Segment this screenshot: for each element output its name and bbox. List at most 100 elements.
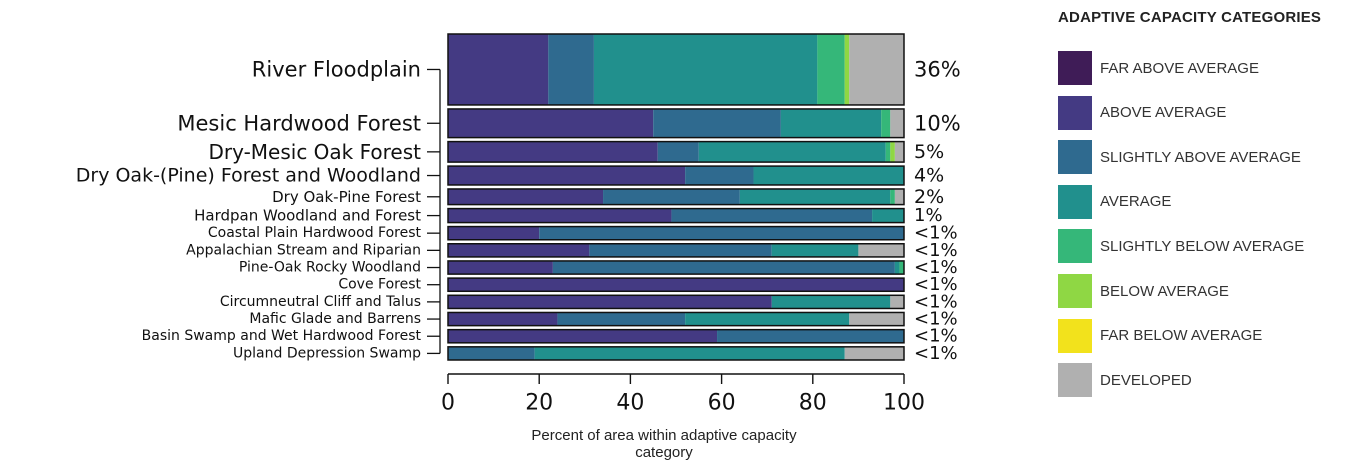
legend-swatch-developed <box>1058 363 1092 398</box>
legend-title: ADAPTIVE CAPACITY CATEGORIES <box>1058 9 1322 26</box>
park-area-label-river-floodplain: 36% <box>914 57 961 81</box>
legend-label-slightly-above-average: SLIGHTLY ABOVE AVERAGE <box>1100 148 1301 166</box>
bar-segment-mafic-glade-and-barrens-average <box>685 312 850 326</box>
legend-swatch-slightly-below-average <box>1058 229 1092 264</box>
bar-outline-basin-swamp-and-wet-hardwood-forest <box>447 328 905 344</box>
legend-item-far-below-average: FAR BELOW AVERAGE <box>1058 318 1263 353</box>
bar-segment-dry-mesic-oak-forest-slightly-below-average <box>885 141 891 163</box>
bar-outline-circumneutral-cliff-and-talus <box>447 294 905 310</box>
bar-segment-hardpan-woodland-and-forest-slightly-above-average <box>671 208 873 223</box>
legend-swatch-far-below-average <box>1058 318 1092 353</box>
bar-segment-river-floodplain-average <box>593 34 818 105</box>
x-tick-label-60: 60 <box>708 391 736 416</box>
bar-segment-dry-oak-pine-forest-above-average <box>448 188 604 205</box>
bar-segment-basin-swamp-and-wet-hardwood-forest-above-average <box>448 329 718 343</box>
bar-outline-coastal-plain-hardwood-forest <box>447 225 905 241</box>
bar-segment-mesic-hardwood-forest-developed <box>890 108 904 138</box>
category-label-cove-forest: Cove Forest <box>338 277 421 293</box>
bar-segment-dry-mesic-oak-forest-above-average <box>448 141 658 163</box>
category-label-basin-swamp-and-wet-hardwood-forest: Basin Swamp and Wet Hardwood Forest <box>142 328 422 344</box>
bar-segment-dry-mesic-oak-forest-developed <box>894 141 904 163</box>
bar-segment-dry-mesic-oak-forest-below-average <box>890 141 895 163</box>
park-area-label-dry-oak-pine-forest-and-woodland: 4% <box>914 165 944 187</box>
park-area-label-dry-oak-pine-forest: 2% <box>914 186 944 208</box>
bar-segment-upland-depression-swamp-developed <box>844 346 904 360</box>
park-area-label-dry-mesic-oak-forest: 5% <box>914 141 944 163</box>
park-area-label-hardpan-woodland-and-forest: 1% <box>914 205 943 226</box>
category-label-dry-mesic-oak-forest: Dry-Mesic Oak Forest <box>208 140 421 164</box>
bar-outline-appalachian-stream-and-riparian <box>447 243 905 258</box>
park-area-label-coastal-plain-hardwood-forest: <1% <box>914 223 958 244</box>
bar-segment-pine-oak-rocky-woodland-slightly-above-average <box>552 260 895 275</box>
legend-label-far-below-average: FAR BELOW AVERAGE <box>1100 327 1263 345</box>
bar-segment-mesic-hardwood-forest-slightly-below-average <box>881 108 891 138</box>
bar-segment-mesic-hardwood-forest-slightly-above-average <box>653 108 781 138</box>
bar-segment-circumneutral-cliff-and-talus-average <box>771 295 891 309</box>
bar-segment-dry-oak-pine-forest-slightly-above-average <box>603 188 740 205</box>
bar-outline-river-floodplain <box>447 33 905 106</box>
bar-segment-dry-oak-pine-forest-average <box>739 188 891 205</box>
stacked-bar-chart: River Floodplain 36% Mesic Hardwood Forest… <box>76 33 961 461</box>
bar-segment-appalachian-stream-and-riparian-developed <box>858 243 904 257</box>
bar-segment-river-floodplain-above-average <box>448 34 549 105</box>
bar-segment-dry-mesic-oak-forest-slightly-above-average <box>657 141 699 163</box>
x-tick-label-80: 80 <box>799 391 827 416</box>
bar-outline-dry-oak-pine-forest-and-woodland <box>447 165 905 186</box>
x-tick-label-20: 20 <box>525 391 553 416</box>
legend-item-average: AVERAGE <box>1058 184 1172 219</box>
bar-segment-circumneutral-cliff-and-talus-above-average <box>448 295 772 309</box>
bar-outline-hardpan-woodland-and-forest <box>447 207 905 224</box>
legend-item-developed: DEVELOPED <box>1058 363 1192 398</box>
legend-label-far-above-average: FAR ABOVE AVERAGE <box>1100 59 1259 77</box>
category-label-hardpan-woodland-and-forest: Hardpan Woodland and Forest <box>194 207 421 225</box>
bar-outline-mafic-glade-and-barrens <box>447 311 905 327</box>
bar-segment-mesic-hardwood-forest-above-average <box>448 108 654 138</box>
park-area-label-cove-forest: <1% <box>914 274 958 295</box>
x-tick-label-100: 100 <box>883 391 925 416</box>
bar-segment-river-floodplain-below-average <box>844 34 850 105</box>
legend-label-above-average: ABOVE AVERAGE <box>1100 104 1227 122</box>
bar-segment-appalachian-stream-and-riparian-above-average <box>448 243 590 257</box>
x-tick-label-0: 0 <box>441 391 455 416</box>
legend-item-slightly-above-average: SLIGHTLY ABOVE AVERAGE <box>1058 140 1301 175</box>
legend-label-developed: DEVELOPED <box>1100 371 1192 389</box>
legend-item-below-average: BELOW AVERAGE <box>1058 274 1229 308</box>
bar-segment-river-floodplain-slightly-above-average <box>548 34 594 105</box>
bar-segment-mafic-glade-and-barrens-slightly-above-average <box>557 312 686 326</box>
bar-outline-mesic-hardwood-forest <box>447 108 905 139</box>
legend-swatch-below-average <box>1058 274 1092 308</box>
bar-segment-dry-mesic-oak-forest-average <box>698 141 886 163</box>
bar-segment-dry-oak-pine-forest-and-woodland-average <box>753 166 904 185</box>
category-label-dry-oak-pine-forest-and-woodland: Dry Oak-(Pine) Forest and Woodland <box>76 165 421 187</box>
park-area-label-mesic-hardwood-forest: 10% <box>914 111 961 135</box>
bar-segment-river-floodplain-developed <box>849 34 904 105</box>
category-label-dry-oak-pine-forest: Dry Oak-Pine Forest <box>272 188 421 206</box>
bar-segment-upland-depression-swamp-average <box>534 346 845 360</box>
bar-outline-pine-oak-rocky-woodland <box>447 260 905 275</box>
park-area-label-mafic-glade-and-barrens: <1% <box>914 309 958 330</box>
bar-segment-basin-swamp-and-wet-hardwood-forest-slightly-above-average <box>717 329 904 343</box>
bar-outline-dry-oak-pine-forest <box>447 188 905 206</box>
park-area-label-upland-depression-swamp: <1% <box>914 343 958 364</box>
bar-segment-dry-oak-pine-forest-slightly-below-average <box>890 188 895 205</box>
legend-item-far-above-average: FAR ABOVE AVERAGE <box>1058 51 1259 85</box>
legend-swatch-above-average <box>1058 95 1092 130</box>
bar-segment-hardpan-woodland-and-forest-average <box>872 208 904 223</box>
bar-segment-mesic-hardwood-forest-average <box>780 108 882 138</box>
bar-segment-pine-oak-rocky-woodland-slightly-below-average <box>899 260 904 275</box>
legend-label-average: AVERAGE <box>1100 193 1172 211</box>
legend-label-slightly-below-average: SLIGHTLY BELOW AVERAGE <box>1100 237 1305 255</box>
bar-segment-pine-oak-rocky-woodland-above-average <box>448 260 553 275</box>
bar-outline-cove-forest <box>447 277 905 293</box>
legend-item-slightly-below-average: SLIGHTLY BELOW AVERAGE <box>1058 229 1305 264</box>
bar-outline-upland-depression-swamp <box>447 346 905 361</box>
park-area-label-pine-oak-rocky-woodland: <1% <box>914 257 958 278</box>
category-label-appalachian-stream-and-riparian: Appalachian Stream and Riparian <box>186 242 421 258</box>
park-area-label-appalachian-stream-and-riparian: <1% <box>914 240 958 261</box>
bar-segment-dry-oak-pine-forest-and-woodland-above-average <box>448 166 686 185</box>
category-label-mesic-hardwood-forest: Mesic Hardwood Forest <box>177 111 421 135</box>
bar-segment-hardpan-woodland-and-forest-above-average <box>448 208 672 223</box>
category-label-mafic-glade-and-barrens: Mafic Glade and Barrens <box>249 311 421 327</box>
bar-segment-circumneutral-cliff-and-talus-developed <box>890 295 904 309</box>
